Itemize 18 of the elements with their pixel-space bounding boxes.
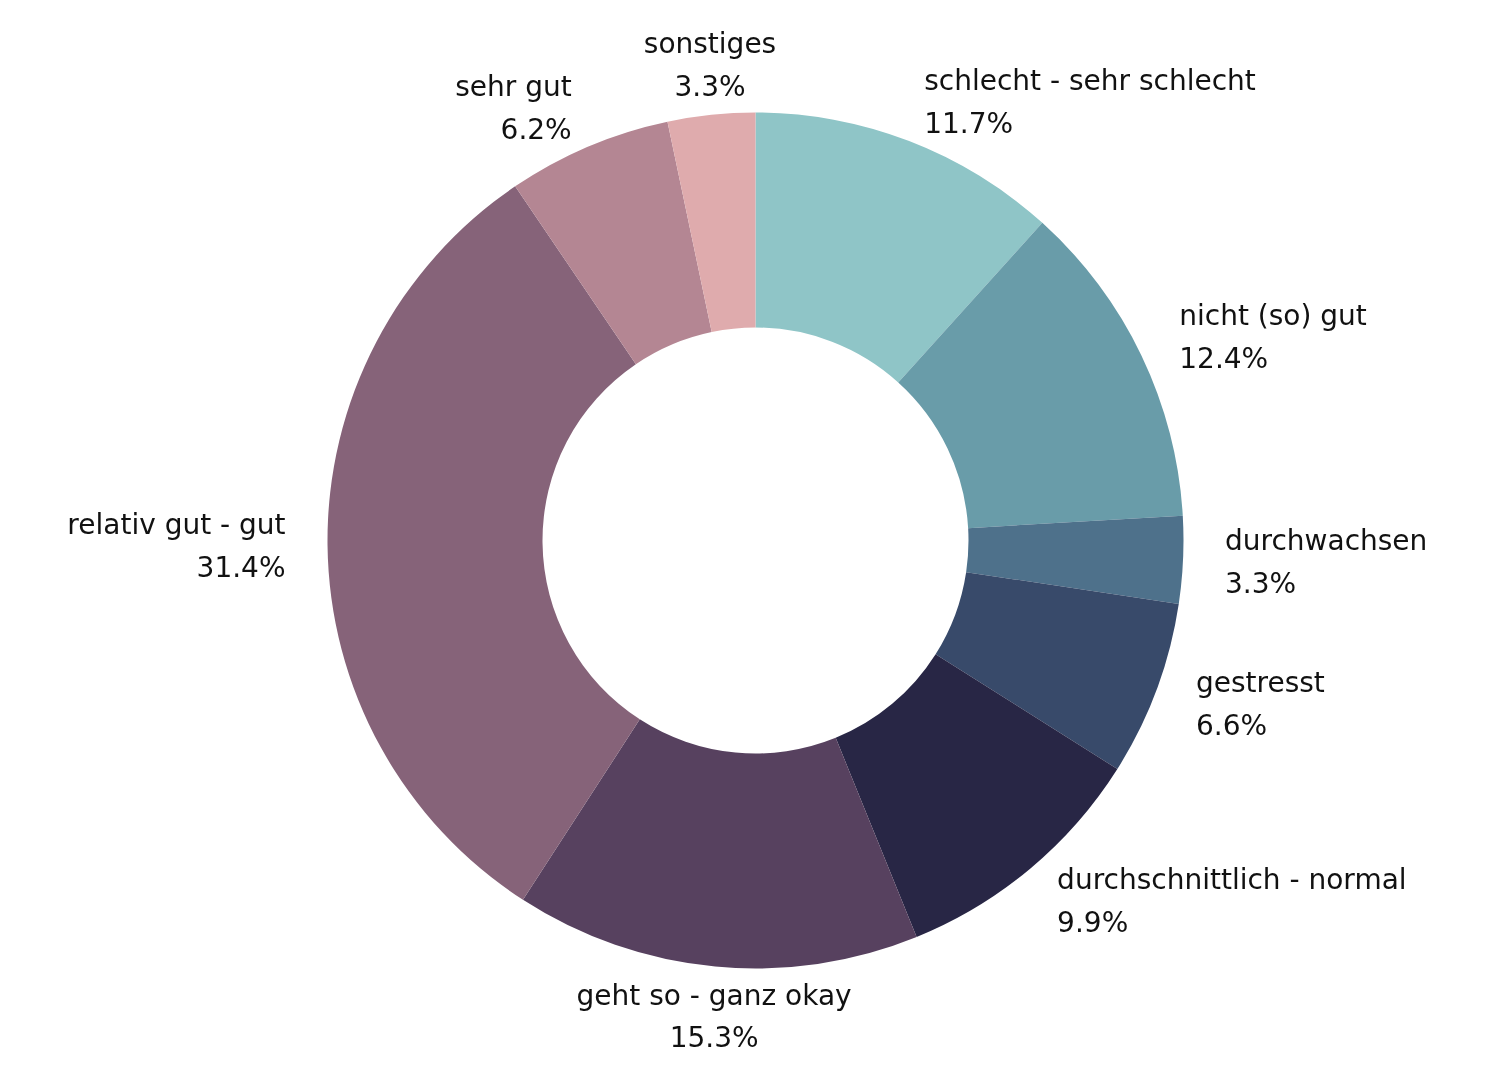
slice-label: gestresst xyxy=(1196,666,1325,700)
slice-label: geht so - ganz okay xyxy=(576,978,852,1012)
data-label: 6.2% xyxy=(500,112,572,146)
data-label: 31.4% xyxy=(196,550,286,584)
slice-label: sonstiges xyxy=(643,26,777,60)
data-label: 15.3% xyxy=(669,1021,759,1055)
slice-label: nicht (so) gut xyxy=(1179,299,1367,333)
data-label: 12.4% xyxy=(1179,342,1269,376)
data-label: 11.7% xyxy=(924,106,1014,140)
slice-label: durchwachsen xyxy=(1225,523,1428,557)
slice-label: schlecht - sehr schlecht xyxy=(924,63,1256,97)
slice-label: relativ gut - gut xyxy=(67,507,286,541)
data-label: 9.9% xyxy=(1057,905,1129,939)
slice-label: durchschnittlich - normal xyxy=(1057,863,1407,897)
data-label: 3.3% xyxy=(674,69,746,103)
data-label: 6.6% xyxy=(1196,709,1268,743)
data-label: 3.3% xyxy=(1225,566,1297,600)
slice-label: sehr gut xyxy=(455,69,572,103)
